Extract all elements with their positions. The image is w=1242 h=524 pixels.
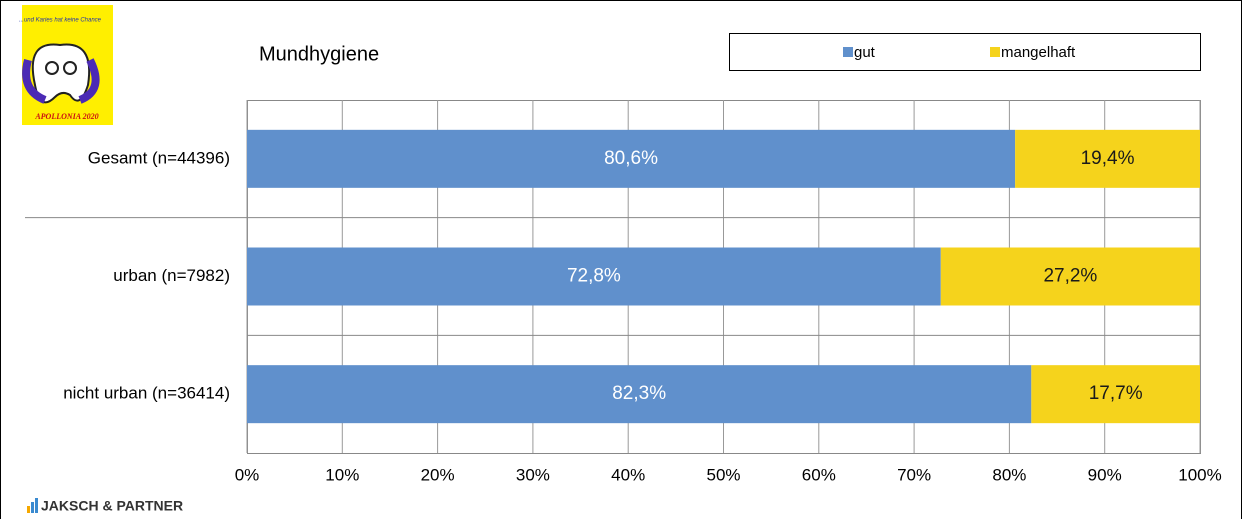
footer-icon (35, 498, 38, 513)
logo-caption: APOLLONIA 2020 (34, 112, 98, 121)
x-tick-label: 0% (235, 465, 260, 484)
bar-segment (247, 365, 1032, 424)
x-tick-label: 40% (611, 465, 645, 484)
data-label: 17,7% (1089, 383, 1143, 404)
legend-swatch (990, 47, 1000, 57)
data-label: 19,4% (1081, 148, 1135, 169)
x-tick-label: 100% (1178, 465, 1221, 484)
footer-text: JAKSCH & PARTNER (41, 498, 183, 514)
bar-segment (940, 247, 1200, 306)
x-tick-label: 60% (802, 465, 836, 484)
legend-box (729, 33, 1201, 71)
bar-segment (247, 129, 1016, 188)
x-tick-label: 80% (992, 465, 1026, 484)
logo: ...und Karies hat keine Chance APOLLONIA… (19, 5, 113, 125)
chart-title: Mundhygiene (259, 43, 379, 65)
y-tick-label: urban (n=7982) (113, 266, 230, 285)
x-tick-label: 30% (516, 465, 550, 484)
x-tick-label: 70% (897, 465, 931, 484)
bar-segment (1015, 129, 1200, 188)
logo-cape (22, 58, 100, 104)
logo-slogan: ...und Karies hat keine Chance (19, 18, 102, 24)
legend-label: mangelhaft (1001, 44, 1076, 61)
y-tick-label: Gesamt (n=44396) (88, 148, 230, 167)
data-label: 72,8% (567, 266, 621, 287)
data-label: 82,3% (612, 383, 666, 404)
y-tick-label: nicht urban (n=36414) (63, 384, 230, 403)
footer-logo: JAKSCH & PARTNER (27, 498, 183, 514)
footer-icon (27, 506, 30, 513)
logo-eye (63, 61, 77, 75)
logo-eye (45, 61, 59, 75)
data-label: 27,2% (1043, 266, 1097, 287)
x-tick-label: 90% (1088, 465, 1122, 484)
legend-swatch (843, 47, 853, 57)
x-tick-label: 20% (421, 465, 455, 484)
x-tick-label: 50% (706, 465, 740, 484)
data-label: 80,6% (604, 148, 658, 169)
footer-icon (31, 502, 34, 513)
bar-segment (1031, 365, 1200, 424)
legend-label: gut (854, 44, 876, 61)
x-tick-label: 10% (325, 465, 359, 484)
bar-segment (247, 247, 941, 306)
